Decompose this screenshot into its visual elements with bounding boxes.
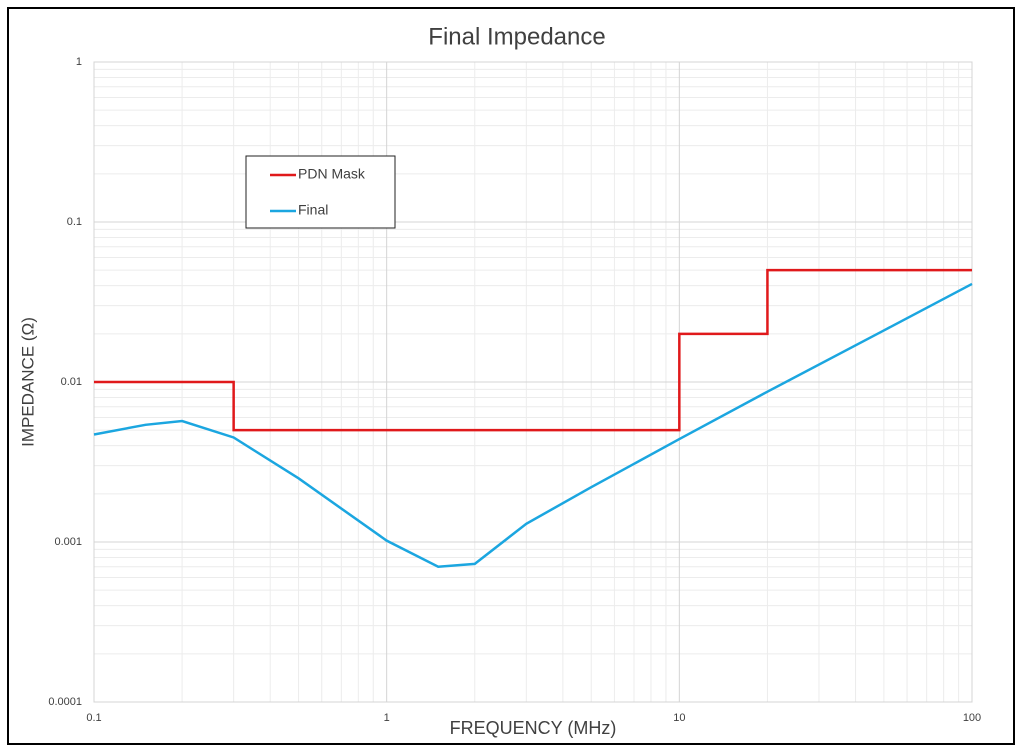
y-tick-label: 0.01 xyxy=(61,376,82,388)
y-tick-label: 0.1 xyxy=(67,216,82,228)
chart-frame xyxy=(7,7,1015,745)
y-tick-label: 0.0001 xyxy=(48,696,82,708)
y-tick-label: 0.001 xyxy=(54,536,82,548)
line-series xyxy=(93,282,973,569)
x-axis-label: FREQUENCY (MHz) xyxy=(450,718,617,738)
y-tick-label: 1 xyxy=(76,56,82,68)
y-axis-label: IMPEDANCE (Ω) xyxy=(18,317,37,447)
legend-label: Final xyxy=(298,202,328,218)
line-series xyxy=(94,268,972,432)
plot-area xyxy=(93,268,973,569)
legend-label: PDN Mask xyxy=(298,166,366,182)
x-tick-label: 1 xyxy=(384,712,390,724)
x-tick-label: 10 xyxy=(673,712,685,724)
legend: PDN Mask Final xyxy=(245,155,396,229)
chart-title: Final Impedance xyxy=(428,23,605,50)
x-tick-label: 0.1 xyxy=(86,712,101,724)
x-tick-label: 100 xyxy=(963,712,981,724)
legend-box xyxy=(245,155,396,229)
